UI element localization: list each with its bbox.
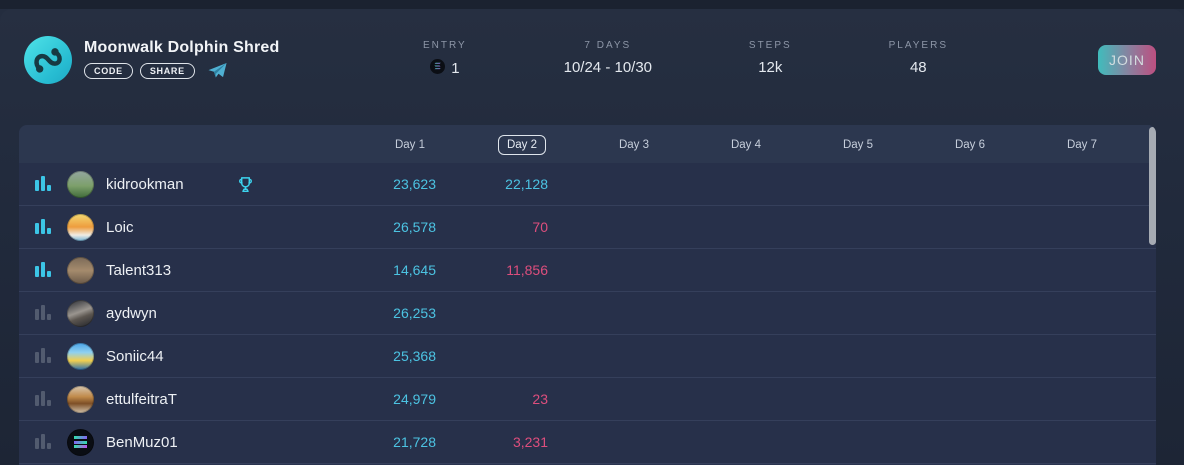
stat-duration-value: 10/24 - 10/30 (563, 59, 653, 76)
stat-duration-label: 7 DAYS (584, 40, 632, 51)
day-value: 3,231 (512, 434, 548, 450)
player-name: Loic (106, 218, 134, 236)
share-button[interactable]: SHARE (139, 62, 195, 79)
player-name: BenMuz01 (106, 433, 178, 451)
leaderboard: Day 1 Day 2 Day 3 Day 4 Day 5 Day 6 Day 7 kidr… (19, 125, 1156, 465)
solana-icon (430, 59, 446, 78)
player-name: Soniic44 (106, 347, 164, 365)
moonwalk-logo-icon (24, 36, 72, 84)
player-cell: kidrookman (67, 170, 354, 198)
player-cell: ettulfeitraT (67, 385, 354, 413)
day-header-4[interactable]: Day 4 (730, 139, 762, 151)
avatar (67, 256, 94, 284)
table-row: Loic 26,578 70 (19, 205, 1156, 248)
telegram-icon[interactable] (208, 62, 227, 79)
stat-entry: ENTRY 1 (423, 40, 467, 78)
player-cell: Soniic44 (67, 342, 354, 370)
day-value: 23,623 (393, 176, 436, 192)
stats-chart-button[interactable] (19, 174, 67, 195)
table-row: ettulfeitraT 24,979 23 (19, 377, 1156, 420)
stat-duration: 7 DAYS 10/24 - 10/30 (564, 40, 652, 78)
stats-chart-button[interactable] (19, 389, 67, 410)
stat-players: PLAYERS 48 (889, 40, 948, 78)
table-row: BenMuz01 21,728 3,231 (19, 420, 1156, 463)
day-value: 25,368 (393, 348, 436, 364)
scrollbar-thumb[interactable] (1149, 127, 1156, 245)
avatar (67, 428, 94, 456)
avatar (67, 213, 94, 241)
day-header-1[interactable]: Day 1 (394, 139, 426, 151)
day-header-7[interactable]: Day 7 (1066, 139, 1098, 151)
day-value: 24,979 (393, 391, 436, 407)
table-row-partial (19, 463, 1156, 465)
challenge-stats: ENTRY 1 7 DAYS 10/24 - 10/30 STEPS 12k (423, 40, 948, 78)
stat-steps-label: STEPS (748, 40, 792, 51)
day-value: 70 (532, 219, 548, 235)
stat-entry-value: 1 (451, 60, 460, 77)
title-actions: CODE SHARE (84, 62, 227, 79)
player-name: kidrookman (106, 175, 184, 193)
day-value: 14,645 (393, 262, 436, 278)
stats-chart-button[interactable] (19, 260, 67, 281)
day-value: 11,856 (506, 262, 548, 278)
table-row: Soniic44 25,368 (19, 334, 1156, 377)
player-name: ettulfeitraT (106, 390, 177, 408)
bar-chart-icon (34, 432, 52, 453)
stats-chart-button[interactable] (19, 432, 67, 453)
page-title: Moonwalk Dolphin Shred (84, 39, 280, 56)
bar-chart-icon (34, 389, 52, 410)
stat-players-label: PLAYERS (888, 40, 948, 51)
join-button[interactable]: JOIN (1098, 45, 1156, 75)
day-value: 23 (532, 391, 548, 407)
table-row: kidrookman 23,623 22,128 (19, 163, 1156, 205)
day-value: 21,728 (393, 434, 436, 450)
stat-steps-value: 12k (758, 59, 783, 76)
player-name: Talent313 (106, 261, 172, 279)
stat-steps: STEPS 12k (749, 40, 792, 78)
avatar (67, 299, 94, 327)
player-cell: aydwyn (67, 299, 354, 327)
stats-chart-button[interactable] (19, 217, 67, 238)
bar-chart-icon (34, 217, 52, 238)
stat-entry-label: ENTRY (423, 40, 467, 51)
bar-chart-icon (34, 303, 52, 324)
day-header-2[interactable]: Day 2 (497, 135, 547, 155)
avatar (67, 342, 94, 370)
table-row: aydwyn 26,253 (19, 291, 1156, 334)
top-strip (0, 0, 1184, 9)
player-cell: BenMuz01 (67, 428, 354, 456)
bar-chart-icon (34, 174, 52, 195)
day-value: 22,128 (505, 176, 548, 192)
day-value: 26,578 (393, 219, 436, 235)
player-name: aydwyn (106, 304, 157, 322)
trophy-icon (236, 175, 255, 194)
bar-chart-icon (34, 260, 52, 281)
table-row: Talent313 14,645 11,856 (19, 248, 1156, 291)
stats-chart-button[interactable] (19, 303, 67, 324)
player-cell: Talent313 (67, 256, 354, 284)
player-cell: Loic (67, 213, 354, 241)
day-header-row: Day 1 Day 2 Day 3 Day 4 Day 5 Day 6 Day 7 (19, 125, 1156, 163)
day-header-6[interactable]: Day 6 (954, 139, 986, 151)
day-value: 26,253 (393, 305, 436, 321)
code-button[interactable]: CODE (84, 62, 133, 79)
bar-chart-icon (34, 346, 52, 367)
stat-players-value: 48 (909, 59, 927, 76)
avatar (67, 170, 94, 198)
day-header-5[interactable]: Day 5 (842, 139, 874, 151)
avatar (67, 385, 94, 413)
day-header-3[interactable]: Day 3 (618, 139, 650, 151)
stats-chart-button[interactable] (19, 346, 67, 367)
